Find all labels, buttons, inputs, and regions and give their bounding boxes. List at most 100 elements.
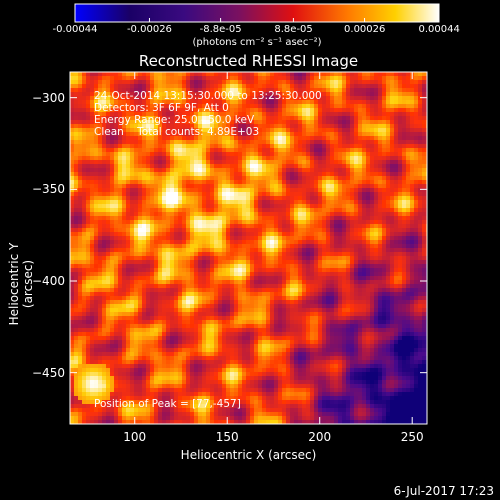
heatmap-cell <box>98 88 102 92</box>
heatmap-cell <box>186 268 190 272</box>
heatmap-cell <box>174 196 178 200</box>
heatmap-cell <box>366 240 370 244</box>
heatmap-cell <box>194 112 198 116</box>
heatmap-cell <box>70 156 74 160</box>
heatmap-cell <box>198 136 202 140</box>
heatmap-cell <box>90 260 94 264</box>
heatmap-cell <box>386 200 390 204</box>
heatmap-cell <box>318 236 322 240</box>
heatmap-cell <box>222 252 226 256</box>
heatmap-cell <box>298 204 302 208</box>
heatmap-cell <box>162 276 166 280</box>
heatmap-cell <box>370 72 374 76</box>
heatmap-cell <box>402 116 406 120</box>
heatmap-cell <box>294 76 298 80</box>
heatmap-cell <box>418 176 422 180</box>
heatmap-cell <box>290 92 294 96</box>
heatmap-cell <box>74 212 78 216</box>
heatmap-cell <box>178 212 182 216</box>
heatmap-cell <box>202 188 206 192</box>
heatmap-cell <box>394 116 398 120</box>
heatmap-cell <box>110 116 114 120</box>
heatmap-cell <box>262 212 266 216</box>
heatmap-cell <box>362 116 366 120</box>
heatmap-cell <box>266 136 270 140</box>
heatmap-cell <box>82 280 86 284</box>
heatmap-cell <box>174 136 178 140</box>
heatmap-cell <box>234 256 238 260</box>
heatmap-cell <box>282 220 286 224</box>
heatmap-cell <box>422 152 426 156</box>
heatmap-cell <box>134 220 138 224</box>
heatmap-cell <box>226 160 230 164</box>
heatmap-cell <box>350 132 354 136</box>
heatmap-cell <box>362 128 366 132</box>
heatmap-cell <box>198 132 202 136</box>
heatmap-cell <box>258 280 262 284</box>
heatmap-cell <box>126 144 130 148</box>
heatmap-cell <box>82 184 86 188</box>
heatmap-cell <box>418 160 422 164</box>
heatmap-cell <box>210 252 214 256</box>
heatmap-cell <box>314 168 318 172</box>
heatmap-cell <box>90 176 94 180</box>
heatmap-cell <box>258 228 262 232</box>
heatmap-cell <box>246 204 250 208</box>
heatmap-cell <box>226 204 230 208</box>
heatmap-cell <box>366 84 370 88</box>
heatmap-cell <box>270 200 274 204</box>
heatmap-cell <box>178 232 182 236</box>
heatmap-cell <box>370 172 374 176</box>
heatmap-cell <box>114 84 118 88</box>
heatmap-cell <box>362 100 366 104</box>
heatmap-cell <box>346 260 350 264</box>
heatmap-cell <box>70 124 74 128</box>
heatmap-cell <box>86 120 90 124</box>
heatmap-cell <box>138 88 142 92</box>
heatmap-cell <box>262 172 266 176</box>
heatmap-cell <box>190 96 194 100</box>
heatmap-cell <box>126 264 130 268</box>
heatmap-cell <box>370 108 374 112</box>
heatmap-cell <box>98 216 102 220</box>
heatmap-cell <box>238 84 242 88</box>
heatmap-cell <box>174 164 178 168</box>
heatmap-cell <box>86 256 90 260</box>
heatmap-cell <box>398 76 402 80</box>
heatmap-cell <box>82 112 86 116</box>
heatmap-cell <box>306 240 310 244</box>
heatmap-cell <box>122 196 126 200</box>
heatmap-cell <box>322 164 326 168</box>
heatmap-cell <box>366 164 370 168</box>
heatmap-cell <box>78 224 82 228</box>
heatmap-cell <box>326 144 330 148</box>
heatmap-cell <box>298 120 302 124</box>
heatmap-cell <box>186 252 190 256</box>
heatmap-cell <box>86 148 90 152</box>
heatmap-cell <box>298 248 302 252</box>
heatmap-cell <box>378 120 382 124</box>
heatmap-cell <box>138 272 142 276</box>
heatmap-cell <box>118 228 122 232</box>
heatmap-cell <box>70 72 74 76</box>
heatmap-cell <box>402 112 406 116</box>
heatmap-cell <box>382 88 386 92</box>
heatmap-cell <box>298 152 302 156</box>
heatmap-cell <box>130 264 134 268</box>
heatmap-cell <box>130 172 134 176</box>
heatmap-cell <box>406 180 410 184</box>
heatmap-cell <box>178 92 182 96</box>
heatmap-cell <box>210 180 214 184</box>
heatmap-cell <box>106 76 110 80</box>
heatmap-cell <box>374 92 378 96</box>
heatmap-cell <box>114 268 118 272</box>
heatmap-cell <box>178 160 182 164</box>
heatmap-cell <box>282 108 286 112</box>
heatmap-cell <box>414 176 418 180</box>
heatmap-cell <box>238 124 242 128</box>
heatmap-cell <box>86 176 90 180</box>
heatmap-cell <box>114 168 118 172</box>
heatmap-cell <box>202 220 206 224</box>
heatmap-cell <box>154 220 158 224</box>
heatmap-cell <box>242 264 246 268</box>
